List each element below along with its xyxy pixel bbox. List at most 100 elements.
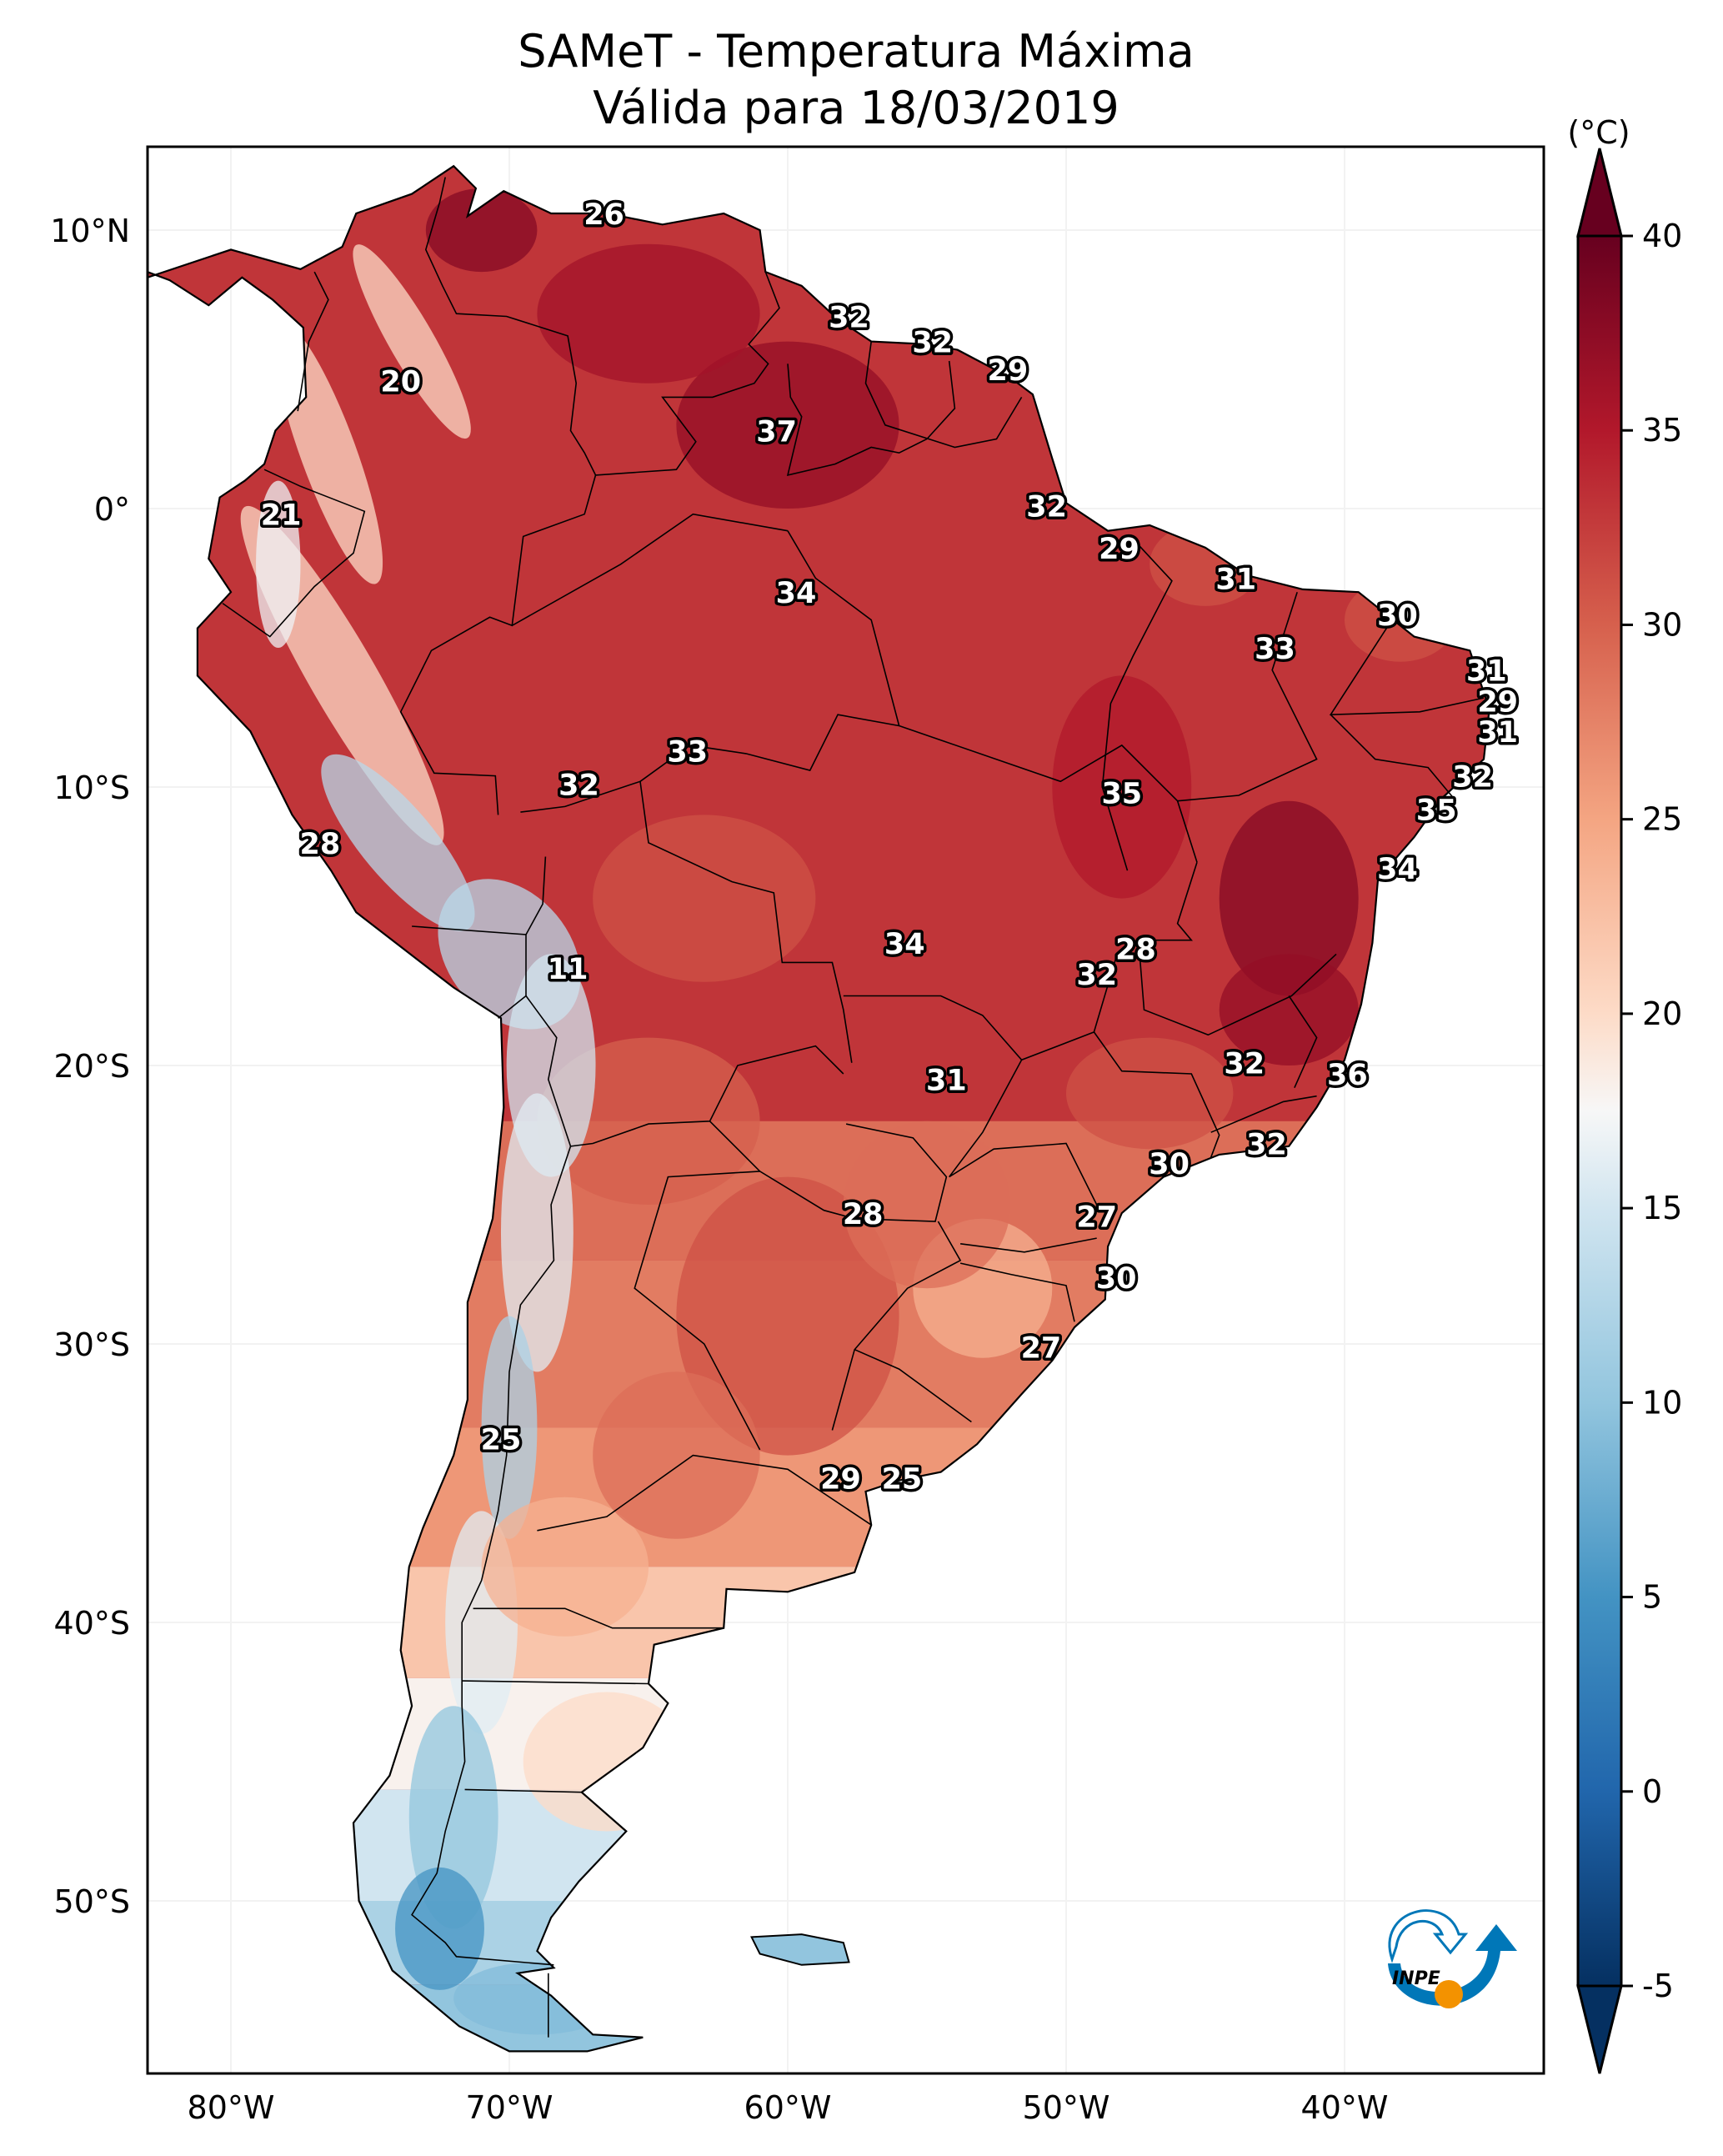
field-patch (1219, 954, 1359, 1065)
y-tick-label: 10°S (54, 770, 130, 806)
station-value-label: 25 (481, 1424, 522, 1457)
field-patch (676, 341, 899, 509)
station-value-label: 32 (1076, 959, 1117, 992)
colorbar-extend-max (1576, 148, 1623, 238)
station-value-label: 27 (1076, 1201, 1117, 1234)
station-value-label: 32 (1452, 761, 1493, 795)
colorbar-body (1578, 236, 1621, 1986)
field-patch (1052, 675, 1192, 899)
chart-title: SAMeT - Temperatura Máxima (518, 25, 1194, 78)
border-line (709, 1121, 948, 1222)
border-line (462, 1680, 649, 1685)
x-tick-label: 40°W (1301, 2089, 1389, 2126)
border-line (1330, 714, 1457, 802)
field-patch (843, 1121, 1011, 1289)
border-line (520, 780, 853, 1063)
colorbar-extend-min (1576, 1984, 1623, 2074)
border-line (634, 1171, 761, 1451)
station-value-label: 30 (1149, 1148, 1190, 1181)
field-patch (500, 1093, 573, 1372)
border-line (525, 856, 547, 935)
colorbar-tick-label: 15 (1642, 1190, 1682, 1226)
axes-frame (146, 145, 1545, 2075)
station-value-label: 31 (926, 1065, 967, 1098)
y-tick-label: 0° (94, 491, 130, 528)
border-line (424, 177, 597, 476)
border-line (899, 725, 1198, 863)
field-patch (353, 244, 471, 439)
station-value-label: 28 (300, 828, 341, 861)
colorbar-tick-label: 0 (1642, 1773, 1662, 1810)
chart-subtitle: Válida para 18/03/2019 (593, 82, 1119, 134)
station-value-label: 32 (1026, 491, 1067, 524)
colorbar-units-label: (°C) (1567, 114, 1630, 151)
y-axis-ticks: 10°N 0° 10°S 20°S 30°S 40°S 50°S (50, 213, 130, 1920)
logo-text: INPE (1392, 1968, 1440, 1989)
colorbar-tick-label: 25 (1642, 801, 1682, 838)
field-patch (481, 1497, 649, 1637)
station-value-label: 35 (1101, 778, 1142, 811)
field-patch (593, 1371, 760, 1539)
station-value-label: 28 (843, 1198, 884, 1231)
field-patch (537, 243, 760, 384)
y-tick-label: 20°S (54, 1048, 130, 1085)
station-value-label: 29 (988, 354, 1029, 388)
field-patch (676, 1176, 899, 1456)
station-value-label: 29 (820, 1462, 861, 1496)
border-line (959, 1237, 1097, 1253)
border-line (1093, 1031, 1220, 1158)
border-line (843, 861, 1198, 1061)
station-value-label: 28 (1115, 934, 1156, 967)
border-line (854, 1348, 972, 1423)
y-tick-label: 30°S (54, 1326, 130, 1363)
border-line (412, 925, 527, 1019)
y-tick-label: 50°S (54, 1883, 130, 1920)
station-value-label: 31 (1215, 564, 1256, 597)
station-value-label: 25 (882, 1462, 923, 1496)
border-line (949, 1059, 1098, 1206)
colorbar-tick-label: 35 (1642, 412, 1682, 449)
station-value-label: 29 (1099, 533, 1139, 566)
y-tick-label: 10°N (50, 213, 130, 249)
field-patch (481, 1316, 538, 1539)
field-patch (593, 815, 816, 982)
station-value-label: 32 (1224, 1048, 1265, 1081)
colorbar-tick-label: 30 (1642, 606, 1682, 643)
station-value-label: 26 (584, 198, 624, 232)
coastline (148, 164, 1490, 2053)
station-value-label: 34 (776, 577, 817, 610)
station-value-label: 33 (667, 736, 708, 770)
logo-arrow-outline-icon (1388, 1909, 1469, 1963)
station-value-label: 32 (912, 327, 953, 360)
country-borders (222, 177, 1485, 2038)
border-line (1138, 940, 1337, 1036)
colorbar-tick-label: 40 (1642, 218, 1682, 254)
field-patch (425, 188, 538, 273)
border-line (222, 469, 366, 638)
border-line (525, 995, 844, 1147)
station-value-label: 34 (884, 928, 925, 961)
station-value-label: 21 (261, 499, 302, 533)
station-value-label: 32 (1246, 1129, 1287, 1162)
x-tick-label: 80°W (188, 2089, 275, 2126)
border-line (464, 1788, 582, 1793)
field-patch (321, 754, 475, 931)
border-line (864, 341, 1023, 449)
border-line (1210, 1095, 1317, 1133)
border-line (1288, 995, 1318, 1089)
border-line (595, 271, 780, 476)
station-value-label: 11 (548, 953, 589, 986)
border-line (511, 513, 789, 626)
station-value-label: 33 (1255, 633, 1295, 666)
station-value-label: 35 (1416, 795, 1457, 828)
station-value-label: 37 (756, 415, 797, 449)
border-line (1329, 619, 1485, 716)
inpe-logo: INPE (1388, 1909, 1517, 2008)
logo-sun-icon (1435, 1980, 1463, 2008)
field-patch (1066, 1037, 1234, 1150)
station-value-label: 34 (1377, 853, 1418, 886)
colorbar-ticks: 40 35 30 25 20 15 10 5 0 -5 (1621, 218, 1682, 2004)
